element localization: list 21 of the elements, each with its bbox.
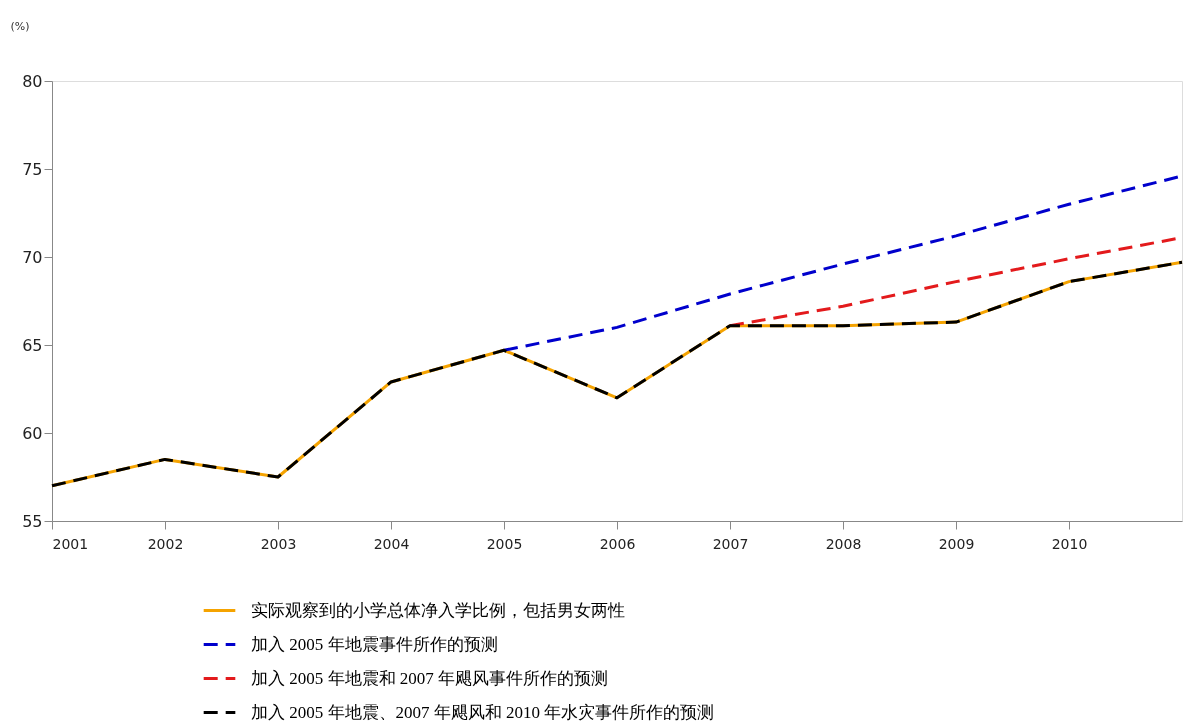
x-tick-label: 2009: [938, 535, 975, 552]
y-tick-label: 80: [22, 71, 43, 91]
legend-label: 加入 2005 年地震、2007 年飓风和 2010 年水灾事件所作的预测: [251, 702, 715, 722]
y-tick-label: 70: [22, 247, 43, 267]
y-tick-label: 75: [22, 159, 43, 179]
x-tick-label: 2004: [373, 535, 410, 552]
y-tick-label: 60: [22, 423, 43, 443]
legend-label: 加入 2005 年地震和 2007 年飓风事件所作的预测: [251, 668, 608, 688]
x-tick-label: 2010: [1051, 535, 1088, 552]
x-tick-label: 2007: [712, 535, 749, 552]
x-tick-label: 2006: [599, 535, 636, 552]
x-tick-label: 2002: [147, 535, 184, 552]
y-tick-label: 65: [22, 335, 43, 355]
x-tick-label: 2008: [825, 535, 862, 552]
x-tick-label: 2001: [52, 535, 89, 552]
legend-label: 加入 2005 年地震事件所作的预测: [251, 634, 498, 654]
y-tick-label: 55: [22, 511, 43, 531]
y-axis-title: (%): [10, 19, 30, 33]
legend-label: 实际观察到的小学总体净入学比例，包括男女两性: [251, 600, 625, 620]
x-tick-label: 2005: [486, 535, 523, 552]
x-tick-label: 2003: [260, 535, 297, 552]
